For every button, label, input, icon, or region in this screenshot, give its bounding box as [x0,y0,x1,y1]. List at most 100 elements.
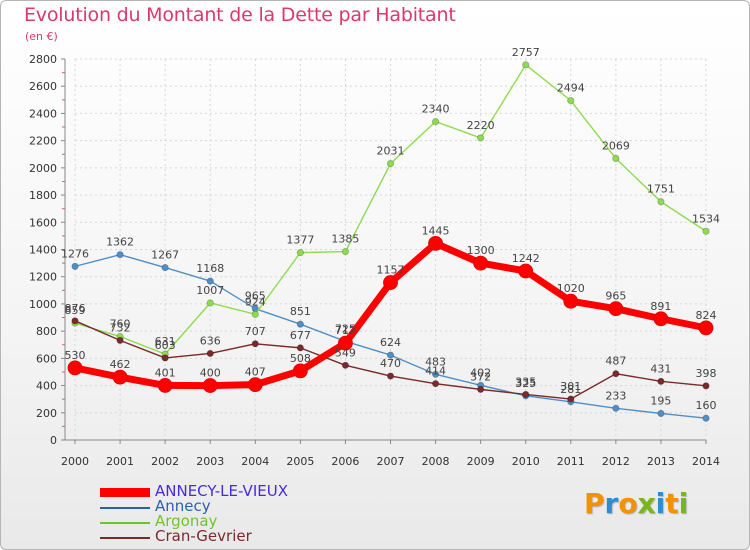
data-label: 462 [110,358,131,371]
x-tick-label: 2013 [647,455,675,468]
logo-letter: x [637,487,656,520]
data-label: 530 [65,349,86,362]
y-tick-label: 1600 [29,216,57,229]
y-tick-label: 1400 [29,244,57,257]
data-label: 1157 [377,264,405,277]
data-point [247,377,263,393]
data-label: 400 [200,367,221,380]
data-point [657,198,665,206]
data-label: 431 [650,362,671,375]
x-tick-label: 2007 [377,455,405,468]
y-tick-label: 1200 [29,271,57,284]
data-label: 2757 [512,46,540,59]
data-label: 760 [110,318,131,331]
data-label: 1751 [647,183,675,196]
proxiti-logo: Proxiti [584,487,688,520]
data-label: 725 [335,322,356,335]
legend-label: Cran-Gevrier [155,527,252,545]
data-point [477,385,485,393]
x-tick-label: 2008 [422,455,450,468]
data-label: 876 [65,302,86,315]
legend-swatch [100,537,150,539]
data-point [608,301,624,317]
data-point [657,409,665,418]
data-point [157,378,173,393]
data-point [116,336,124,344]
data-point [431,370,440,378]
data-label: 624 [380,336,401,349]
data-label: 2031 [377,145,405,158]
data-point [431,117,440,126]
data-point [296,249,304,257]
data-label: 233 [605,389,626,402]
data-label: 859 [65,304,86,317]
data-label: 1168 [196,262,224,275]
data-label: 1362 [106,236,134,249]
x-tick-label: 2009 [467,455,495,468]
x-tick-label: 2012 [602,455,630,468]
y-tick-label: 200 [36,407,57,420]
data-label: 636 [200,334,221,347]
data-point [386,160,395,168]
data-point [431,380,440,388]
data-point [161,354,169,362]
legend-label: Annecy [155,497,211,515]
data-label: 677 [290,329,311,342]
data-label: 483 [425,355,446,368]
legend-label: ANNECY-LE-VIEUX [155,482,288,500]
data-point [612,370,620,378]
logo-letter: t [665,487,679,520]
data-label: 398 [696,367,717,380]
data-label: 1385 [331,233,359,246]
x-tick-label: 2004 [241,455,269,468]
data-label: 1377 [286,234,314,247]
data-label: 965 [605,290,626,303]
data-point [202,378,218,393]
x-tick-label: 2014 [692,455,720,468]
x-tick-label: 2001 [106,455,134,468]
data-point [116,251,124,259]
logo-letter: r [604,487,619,520]
x-tick-label: 2010 [512,455,540,468]
data-label: 1267 [151,249,179,262]
data-label: 891 [650,300,671,313]
data-label: 603 [155,339,176,352]
data-label: 508 [290,352,311,365]
y-tick-label: 2200 [29,135,57,148]
legend-swatch [100,507,150,509]
data-label: 2494 [557,82,585,95]
data-point [341,247,350,256]
data-point [567,395,575,403]
x-tick-label: 2005 [286,455,314,468]
data-point [522,390,530,399]
data-point [428,235,443,251]
data-label: 732 [110,321,131,334]
y-tick-label: 0 [50,434,57,447]
chart-subtitle: (en €) [25,30,58,43]
legend-swatch [100,488,150,497]
logo-letter: i [678,487,689,520]
y-tick-label: 2000 [29,162,57,175]
x-tick-label: 2006 [331,455,359,468]
data-point [161,263,169,272]
data-label: 851 [290,305,311,318]
data-label: 1300 [467,244,495,257]
data-point [702,227,710,235]
data-label: 1534 [692,212,720,225]
data-label: 195 [650,394,671,407]
x-tick-label: 2002 [151,455,179,468]
y-tick-label: 2600 [29,80,57,93]
chart-title: Evolution du Montant de la Dette par Hab… [24,4,456,26]
logo-letter: o [618,487,638,520]
data-label: 1007 [196,284,224,297]
data-label: 631 [155,335,176,348]
data-label: 1276 [61,247,89,260]
data-label: 335 [515,375,536,388]
data-point [473,255,489,271]
data-label: 1445 [422,224,450,237]
data-point [206,277,214,285]
data-label: 325 [515,377,536,390]
legend-swatch [100,522,150,524]
data-label: 824 [696,309,717,322]
